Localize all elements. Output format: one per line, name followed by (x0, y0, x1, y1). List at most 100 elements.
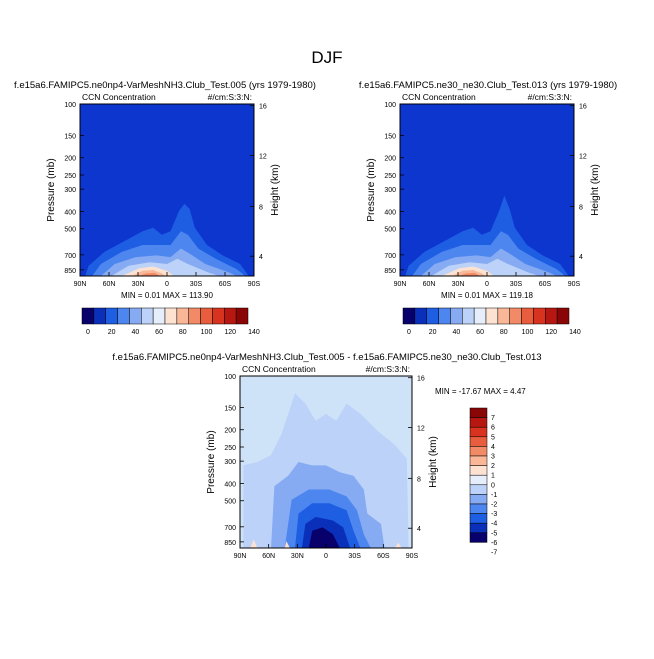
legend-label: 6 (491, 425, 495, 432)
legend-label: -6 (491, 540, 497, 547)
panel-right: f.e15a6.FAMIPC5.ne30_ne30.Club_Test.013 … (359, 80, 617, 336)
y-tick-label: 100 (224, 374, 236, 381)
colorbar-label: 100 (201, 329, 213, 336)
x-tick-label: 60S (539, 281, 552, 288)
y-right-axis-label: Height (km) (270, 164, 281, 216)
colorbar-swatch (556, 307, 570, 325)
x-tick-label: 30N (291, 553, 304, 560)
y-tick-label: 250 (224, 445, 236, 452)
colorbar-label: 40 (131, 329, 139, 336)
legend-swatch (469, 417, 488, 428)
legend-label: -5 (491, 530, 497, 537)
colorbar-label: 40 (452, 329, 460, 336)
legend-swatch (469, 436, 488, 447)
colorbar-swatch (129, 307, 142, 325)
panel-subtitle-right: #/cm:S:3:N: (366, 364, 410, 374)
y-right-tick-label: 8 (417, 476, 421, 483)
legend-swatch (469, 484, 488, 495)
y-right-tick-label: 12 (259, 154, 267, 161)
y-tick-label: 500 (224, 499, 236, 506)
y-tick-label: 700 (224, 525, 236, 532)
y-right-tick-label: 16 (417, 376, 425, 383)
colorbar-swatch (224, 307, 237, 325)
y-right-axis-label: Height (km) (590, 164, 601, 216)
y-tick-label: 250 (384, 173, 396, 180)
legend-label: -3 (491, 511, 497, 518)
y-tick-label: 400 (384, 209, 396, 216)
x-tick-label: 0 (165, 281, 169, 288)
colorbar-swatch (200, 307, 213, 325)
x-tick-label: 60S (377, 553, 390, 560)
panel-title: f.e15a6.FAMIPC5.ne0np4-VarMeshNH3.Club_T… (112, 352, 541, 363)
x-tick-label: 30N (452, 281, 465, 288)
contour-fill-9 (394, 542, 402, 548)
panel-stats: MIN = 0.01 MAX = 113.90 (121, 291, 213, 300)
colorbar-swatch (212, 307, 225, 325)
y-tick-label: 500 (384, 227, 396, 234)
y-tick-label: 200 (224, 428, 236, 435)
panel-diff: f.e15a6.FAMIPC5.ne0np4-VarMeshNH3.Club_T… (112, 352, 541, 560)
panel-title: f.e15a6.FAMIPC5.ne30_ne30.Club_Test.013 … (359, 80, 617, 91)
x-tick-label: 90S (406, 553, 419, 560)
colorbar-label: 20 (108, 329, 116, 336)
y-tick-label: 400 (64, 209, 76, 216)
legend-label: 0 (491, 482, 495, 489)
colorbar-label: 140 (248, 329, 260, 336)
x-tick-label: 90N (74, 281, 87, 288)
y-tick-label: 150 (384, 133, 396, 140)
legend-swatch (469, 513, 488, 524)
panel-stats: MIN = -17.67 MAX = 4.47 (435, 387, 526, 396)
x-tick-label: 30S (190, 281, 203, 288)
colorbar-label: 120 (224, 329, 236, 336)
colorbar-swatch (188, 307, 201, 325)
legend-label: 7 (491, 415, 495, 422)
colorbar-swatch (473, 307, 487, 325)
x-tick-label: 30S (510, 281, 523, 288)
contour-fill-7 (459, 272, 480, 276)
y-right-axis-label: Height (km) (428, 436, 439, 488)
legend-label: 5 (491, 434, 495, 441)
y-tick-label: 100 (64, 102, 76, 109)
colorbar-label: 100 (522, 329, 534, 336)
panel-subtitle-left: CCN Concentration (82, 92, 156, 102)
y-tick-label: 250 (64, 173, 76, 180)
legend-swatch (469, 503, 488, 514)
panel-title: f.e15a6.FAMIPC5.ne0np4-VarMeshNH3.Club_T… (14, 80, 316, 91)
colorbar-swatch (117, 307, 130, 325)
colorbar-label: 0 (407, 329, 411, 336)
y-right-tick-label: 16 (259, 104, 267, 111)
legend-swatch (469, 465, 488, 476)
colorbar-label: 80 (500, 329, 508, 336)
y-tick-label: 700 (384, 253, 396, 260)
colorbar-swatch (235, 307, 249, 325)
y-axis-label: Pressure (mb) (206, 430, 217, 493)
colorbar-swatch (450, 307, 463, 325)
colorbar-label: 140 (569, 329, 581, 336)
colorbar-swatch (105, 307, 118, 325)
colorbar-swatch (426, 307, 439, 325)
y-tick-label: 150 (64, 133, 76, 140)
colorbar-label: 60 (155, 329, 163, 336)
x-tick-label: 60N (423, 281, 436, 288)
panel-subtitle-left: CCN Concentration (402, 92, 476, 102)
x-tick-label: 60N (262, 553, 275, 560)
contour-fill-6 (308, 527, 340, 548)
colorbar-swatch (164, 307, 178, 325)
x-tick-label: 60N (103, 281, 116, 288)
contour-fill-8 (284, 541, 290, 548)
legend-swatch (469, 532, 488, 543)
x-tick-label: 30N (132, 281, 145, 288)
colorbar-swatch (485, 307, 499, 325)
x-tick-label: 30S (348, 553, 361, 560)
legend-swatch (469, 407, 488, 418)
legend-label: 2 (491, 463, 495, 470)
colorbar-swatch (533, 307, 546, 325)
colorbar-label: 20 (429, 329, 437, 336)
contour-fill-7 (139, 272, 160, 276)
colorbar-swatch (509, 307, 522, 325)
x-tick-label: 60S (219, 281, 232, 288)
x-tick-label: 90N (234, 553, 247, 560)
x-tick-label: 90S (248, 281, 261, 288)
colorbar-swatch (438, 307, 451, 325)
